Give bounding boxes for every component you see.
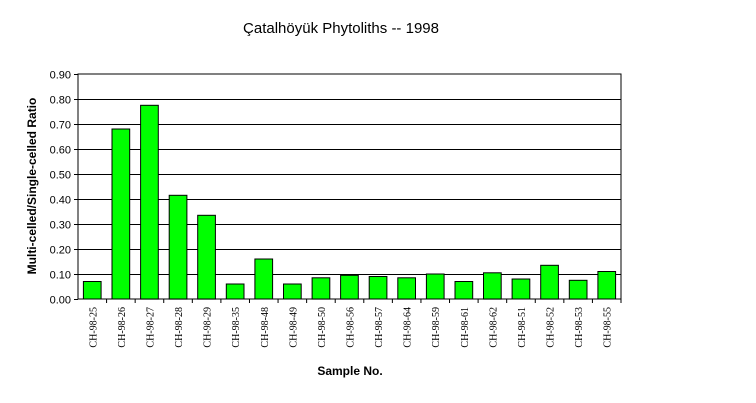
x-tick-label: CH-98-27: [145, 307, 156, 348]
bar-ch-98-62: [483, 272, 502, 300]
y-tick-label: 0.60: [50, 145, 71, 157]
x-tick-label: CH-98-59: [431, 307, 442, 348]
x-tick-label: CH-98-53: [574, 307, 585, 348]
y-tick-label: 0.50: [50, 170, 71, 182]
x-tick-label: CH-98-64: [403, 307, 414, 348]
gridlines: [78, 99, 621, 275]
y-axis-title: Multi-celled/Single-celled Ratio: [25, 98, 39, 275]
bar-ch-98-25: [82, 281, 102, 300]
plot-area-frame: [77, 73, 622, 300]
x-tick-label: CH-98-61: [460, 307, 471, 348]
x-tick-label: CH-98-25: [88, 307, 99, 348]
y-tick-label: 0.80: [50, 95, 71, 107]
x-tick-label: CH-98-57: [374, 307, 385, 348]
x-tick-label: CH-98-55: [603, 307, 614, 348]
x-tick-label: CH-98-52: [546, 307, 557, 348]
bar-ch-98-50: [311, 277, 331, 300]
bar-ch-98-57: [368, 276, 388, 300]
x-tick-label: CH-98-51: [517, 307, 528, 348]
x-axis-ticks: CH-98-25 CH-98-26 CH-98-27 CH-98-28 CH-98-29…: [88, 299, 622, 348]
bar-ch-98-51: [511, 278, 531, 300]
bars: [82, 104, 617, 300]
y-tick-label: 0.90: [50, 70, 71, 82]
x-tick-label: CH-98-50: [317, 307, 328, 348]
bar-ch-98-64: [397, 277, 416, 300]
y-tick-label: 0.00: [50, 295, 71, 307]
bar-ch-98-55: [597, 271, 617, 300]
bar-ch-98-61: [454, 281, 474, 300]
bar-ch-98-56: [340, 274, 359, 300]
x-tick-label: CH-98-28: [174, 307, 185, 348]
bar-ch-98-59: [425, 273, 445, 300]
bar-ch-98-49: [283, 283, 302, 300]
y-tick-label: 0.20: [50, 245, 71, 257]
y-axis-ticks: 0.00 0.10 0.20 0.30 0.40 0.50 0.60 0.70 0.80 0.90: [50, 70, 78, 307]
bar-ch-98-29: [197, 214, 216, 300]
x-tick-label: CH-98-29: [203, 307, 214, 348]
bar-ch-98-48: [254, 258, 274, 300]
bar-ch-98-28: [168, 194, 188, 300]
x-tick-label: CH-98-49: [288, 307, 299, 348]
x-tick-label: CH-98-48: [260, 307, 271, 348]
x-tick-label: CH-98-56: [346, 307, 357, 348]
y-tick-label: 0.30: [50, 220, 71, 232]
bar-ch-98-27: [140, 104, 159, 300]
x-tick-label: CH-98-62: [488, 307, 499, 348]
bar-ch-98-26: [111, 128, 131, 300]
bar-ch-98-35: [225, 283, 245, 300]
y-tick-label: 0.10: [50, 270, 71, 282]
x-tick-label: CH-98-35: [231, 307, 242, 348]
y-tick-label: 0.40: [50, 195, 71, 207]
x-axis-title: Sample No.: [317, 364, 382, 378]
bar-ch-98-53: [568, 279, 588, 300]
chart-title: Çatalhöyük Phytoliths -- 1998: [243, 20, 439, 37]
bar-ch-98-52: [540, 264, 559, 300]
y-tick-label: 0.70: [50, 120, 71, 132]
x-tick-label: CH-98-26: [117, 307, 128, 348]
